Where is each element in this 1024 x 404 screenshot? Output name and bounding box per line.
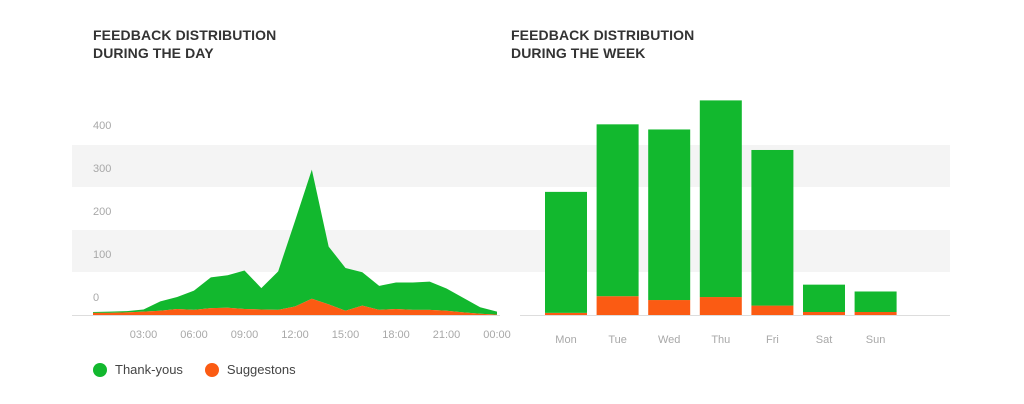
day-area-chart: 0 100 200 300 400 03:00 06:00 09:00 12:00 15:00 18… [72,120,511,341]
thanks-dot-icon [93,362,107,377]
legend-item-suggestions: Suggestons [204,362,296,377]
x-tick-label: 18:00 [382,329,410,341]
x-tick-label: Tue [608,334,627,346]
bar-suggestions [751,305,794,315]
suggestions-dot-icon [204,362,219,377]
bar-thanks [803,284,845,313]
bar-thanks [699,100,742,298]
x-tick-label: Mon [555,334,576,346]
day-chart-title-line1: FEEDBACK DISTRIBUTION [93,27,277,43]
legend-thanks-label: Thank-yous [115,362,183,377]
y-tick-label: 0 [93,292,99,304]
x-tick-label: Thu [711,334,730,346]
bar-suggestions [699,297,742,315]
bar-suggestions [803,312,845,315]
week-chart-title-line1: FEEDBACK DISTRIBUTION [511,27,695,43]
grid-band [72,230,950,272]
bar-suggestions [648,300,691,315]
bar-suggestions [596,296,639,315]
week-bar-chart: Mon Tue Wed Thu Fri Sat Sun [520,100,950,346]
bar-thanks [854,291,897,313]
bar-suggestions [854,312,897,315]
y-tick-label: 200 [93,206,111,218]
y-tick-label: 100 [93,249,111,261]
grid-bands [72,145,950,272]
legend-suggestions-label: Suggestons [226,362,296,377]
x-tick-label: 21:00 [433,329,461,341]
bar-thanks [545,191,587,313]
x-tick-label: 03:00 [130,329,158,341]
x-tick-label: 12:00 [281,329,309,341]
area-suggestions [93,298,497,315]
y-tick-label: 300 [93,163,111,175]
x-tick-label: 15:00 [332,329,360,341]
x-tick-label: 09:00 [231,329,259,341]
x-tick-label: Sun [866,334,886,346]
day-chart-title: FEEDBACK DISTRIBUTION DURING THE DAY [93,26,276,62]
bar-thanks [596,124,639,297]
week-chart-title-line2: DURING THE WEEK [511,45,646,61]
x-tick-label: Fri [766,334,779,346]
bar-suggestions [545,312,587,315]
bar-thanks [648,129,691,301]
x-tick-label: Sat [816,334,833,346]
x-tick-label: 00:00 [483,329,511,341]
area-thanks [93,169,497,315]
legend-item-thanks: Thank-yous [93,362,183,377]
grid-band [72,145,950,187]
bar-thanks [751,149,794,306]
y-tick-label: 400 [93,120,111,132]
week-chart-title: FEEDBACK DISTRIBUTION DURING THE WEEK [511,26,694,62]
x-tick-label: Wed [658,334,680,346]
day-chart-title-line2: DURING THE DAY [93,45,214,61]
legend: Thank-yous Suggestons [93,362,318,377]
x-tick-label: 06:00 [180,329,208,341]
